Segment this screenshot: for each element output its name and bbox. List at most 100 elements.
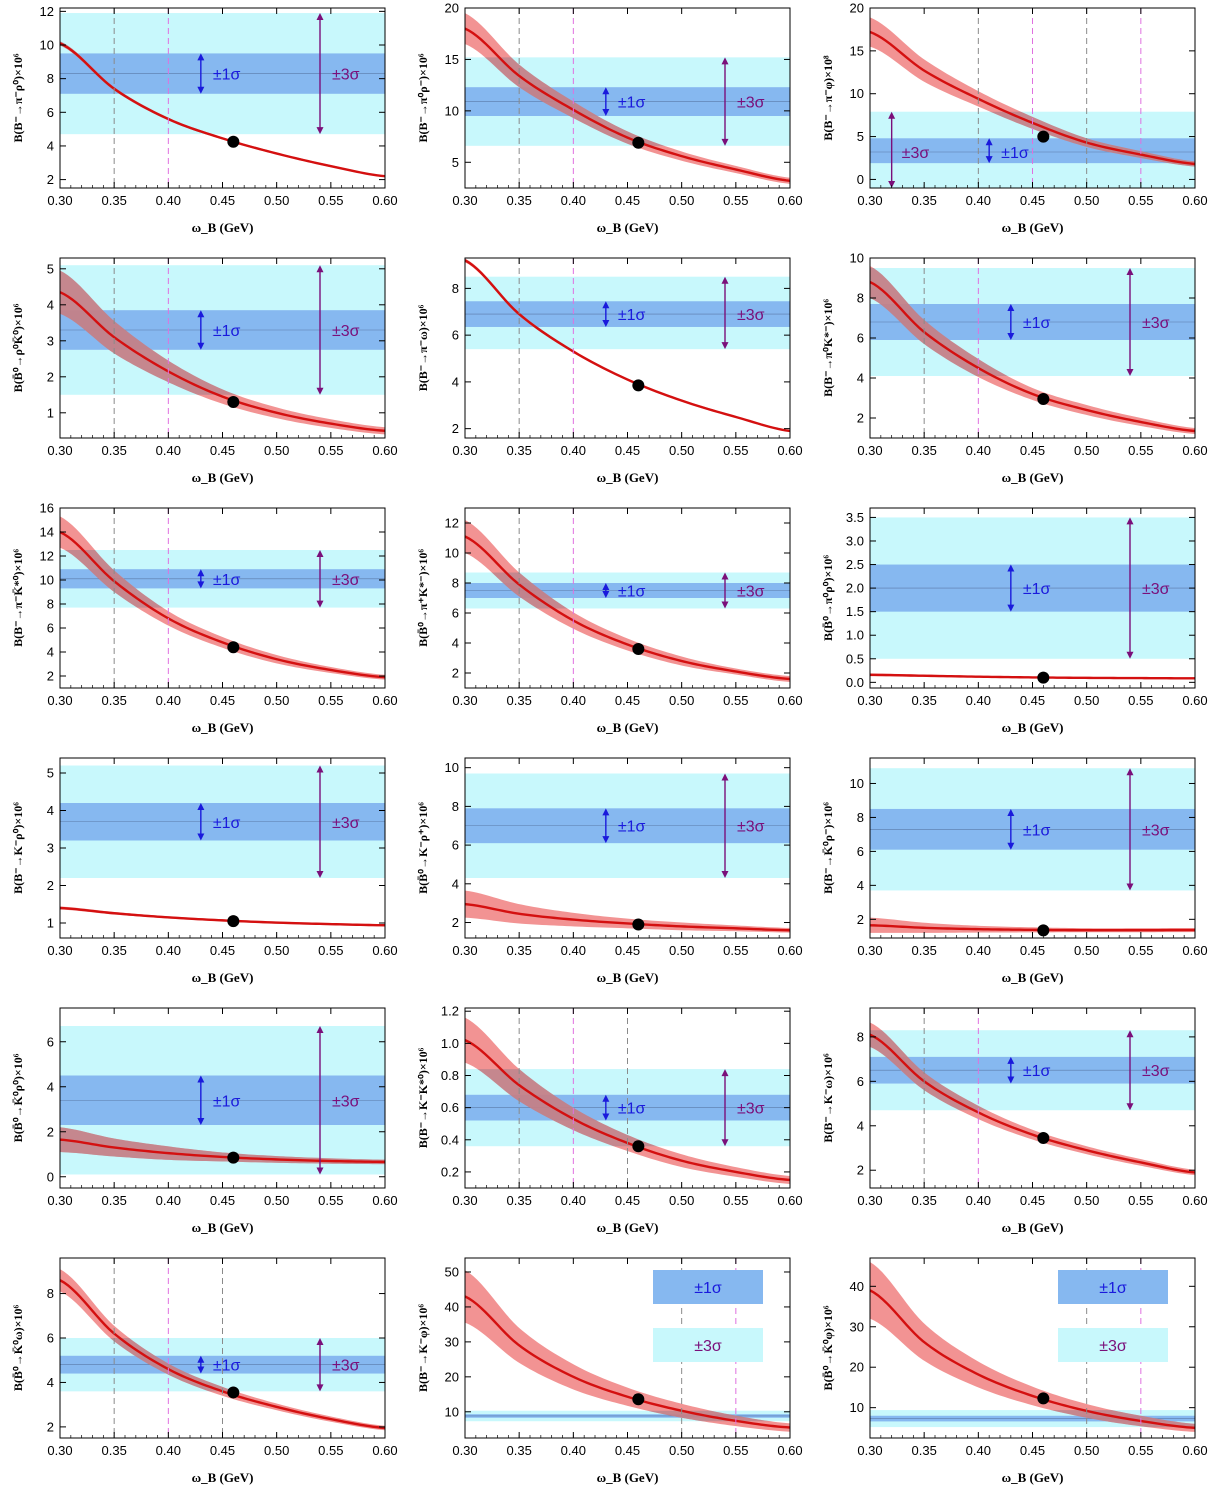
y-tick-label: 1 [47, 916, 54, 931]
plot-area [465, 8, 790, 188]
x-axis: 0.30 0.35 0.40 0.45 0.50 0.55 0.60 [857, 258, 1208, 458]
sigma1-label: ±1σ [618, 307, 646, 324]
y-tick-label: 30 [445, 1334, 459, 1349]
x-tick-label: 0.60 [1182, 943, 1207, 958]
y-tick-label: 2 [47, 369, 54, 384]
data-point [632, 643, 645, 655]
sigma3-legend-box [1058, 1328, 1168, 1362]
y-tick-label: 2 [47, 1124, 54, 1139]
x-tick-label: 0.60 [777, 193, 802, 208]
y-tick-label: 6 [47, 1331, 54, 1346]
x-tick-label: 0.35 [912, 943, 937, 958]
data-point [632, 379, 645, 392]
x-tick-label: 0.60 [1182, 1443, 1207, 1458]
y-axis-label: B(B⁻→K̄⁰ρ⁻)×10⁶ [821, 802, 835, 894]
x-tick-label: 0.55 [723, 943, 748, 958]
data-point [632, 918, 645, 931]
y-tick-label: 5 [47, 766, 54, 781]
x-axis: 0.30 0.35 0.40 0.45 0.50 0.55 0.60 [857, 758, 1208, 958]
x-axis-label: ω_B (GeV) [192, 470, 254, 485]
chart-panel: ±1σ ±3σ 0.30 0.35 0.40 0.45 0.50 0.55 0.60 0 2 4 6 ω_… [0, 1000, 400, 1248]
y-tick-label: 2 [47, 669, 54, 684]
x-tick-label: 0.35 [507, 943, 532, 958]
chart-svg: ±1σ ±3σ 0.30 0.35 0.40 0.45 0.50 0.55 0.60 2 4 6 8 ω_… [11, 1257, 398, 1485]
plot-area [465, 1258, 790, 1438]
x-tick-label: 0.55 [723, 1193, 748, 1208]
x-tick-label: 0.40 [966, 1443, 991, 1458]
sigma3-label: ±3σ [332, 572, 360, 589]
sigma3-arrow-head-down [1126, 369, 1134, 376]
sigma1-arrow-head-down [602, 109, 610, 116]
sigma3-arrow-head-up [721, 773, 729, 781]
sigma1-label: ±1σ [213, 323, 241, 340]
x-axis: 0.30 0.35 0.40 0.45 0.50 0.55 0.60 [47, 1258, 398, 1458]
x-tick-label: 0.30 [857, 693, 882, 708]
data-point [1037, 1132, 1050, 1144]
y-tick-label: 4 [452, 636, 459, 651]
x-axis-label: ω_B (GeV) [192, 970, 254, 985]
sigma3-arrow-head-down [1126, 883, 1134, 891]
x-axis-label: ω_B (GeV) [1002, 470, 1064, 485]
y-tick-label: 8 [857, 291, 864, 306]
y-axis-label: B(B̄⁰→ρ⁰K̄⁰)×10⁶ [11, 303, 25, 392]
band-overlap-region [491, 572, 568, 609]
data-point [632, 1140, 645, 1153]
sigma1-legend-box [653, 1270, 763, 1304]
sigma3-arrow-head-down [888, 181, 896, 188]
x-tick-label: 0.40 [966, 443, 991, 458]
sigma3-label: ±3σ [1142, 1063, 1170, 1080]
plot-area [465, 773, 790, 933]
x-tick-label: 0.35 [102, 443, 127, 458]
y-tick-label: 4 [857, 371, 864, 386]
y-axis-label: B(B̄⁰→K̄⁰ρ⁰)×10⁶ [11, 1053, 25, 1142]
plot-area [870, 517, 1195, 680]
sigma1-arrow-head-up [1007, 304, 1015, 311]
sigma1-arrow-head-down [197, 1118, 205, 1125]
x-axis-label: ω_B (GeV) [192, 1470, 254, 1485]
x-tick-label: 0.45 [1020, 943, 1045, 958]
x-axis-label: ω_B (GeV) [1002, 970, 1064, 985]
theory-curve [60, 1138, 385, 1164]
y-tick-label: 40 [445, 1299, 459, 1314]
band-overlap-region [110, 1338, 236, 1392]
x-tick-label: 0.30 [47, 1193, 72, 1208]
x-tick-label: 0.45 [615, 443, 640, 458]
y-tick-label: 30 [850, 1319, 864, 1334]
y-tick-label: 12 [40, 4, 54, 19]
x-tick-label: 0.55 [318, 943, 343, 958]
y-tick-label: 20 [850, 1, 864, 16]
x-tick-label: 0.30 [857, 943, 882, 958]
chart-panel: ±1σ ±3σ 0.30 0.35 0.40 0.45 0.50 0.55 0.60 2 4 6 8 10… [0, 0, 400, 248]
y-tick-label: 12 [40, 549, 54, 564]
x-axis-label: ω_B (GeV) [597, 1220, 659, 1235]
y-tick-label: 1.0 [441, 1036, 459, 1051]
y-tick-label: 10 [850, 251, 864, 266]
y-tick-label: 6 [857, 844, 864, 859]
sigma-legend: ±1σ ±3σ [197, 265, 360, 395]
x-tick-label: 0.30 [452, 1443, 477, 1458]
x-axis-label: ω_B (GeV) [1002, 1470, 1064, 1485]
x-tick-label: 0.60 [372, 1443, 397, 1458]
x-tick-label: 0.45 [1020, 693, 1045, 708]
chart-svg: ±1σ ±3σ 0.30 0.35 0.40 0.45 0.50 0.55 0.60 2 4 6 8 ω_… [416, 257, 803, 485]
sigma1-arrow-head-up [602, 808, 610, 816]
x-tick-label: 0.45 [210, 1193, 235, 1208]
plot-area [870, 8, 1195, 188]
y-tick-label: 20 [850, 1360, 864, 1375]
x-axis: 0.30 0.35 0.40 0.45 0.50 0.55 0.60 [452, 758, 803, 958]
sigma3-arrow-head-up [316, 1026, 324, 1033]
x-tick-label: 0.45 [210, 1443, 235, 1458]
x-tick-label: 0.35 [912, 1443, 937, 1458]
y-tick-label: 2 [857, 912, 864, 927]
x-tick-label: 0.30 [452, 193, 477, 208]
x-tick-label: 0.35 [102, 1193, 127, 1208]
x-tick-label: 0.45 [210, 943, 235, 958]
y-tick-label: 40 [850, 1279, 864, 1294]
sigma3-arrow-head-down [1126, 1103, 1134, 1111]
sigma3-arrow-head-down [316, 127, 324, 135]
y-tick-label: 8 [857, 1029, 864, 1044]
data-point [1037, 393, 1050, 405]
y-axis: 1 2 3 4 5 [47, 766, 385, 931]
x-axis: 0.30 0.35 0.40 0.45 0.50 0.55 0.60 [452, 508, 803, 708]
